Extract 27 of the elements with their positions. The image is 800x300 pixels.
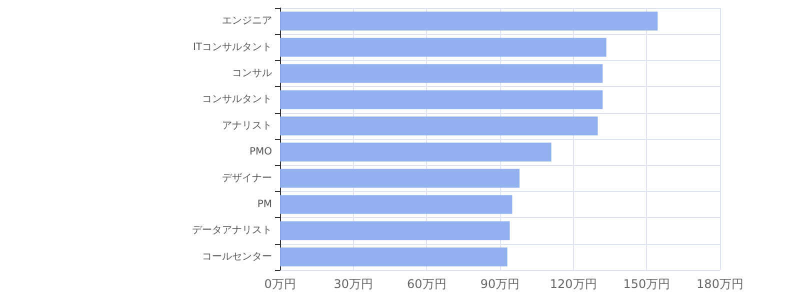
bar — [280, 247, 508, 266]
bar — [280, 38, 606, 57]
y-tick-label: エンジニア — [222, 16, 272, 27]
bar — [280, 116, 598, 136]
bar — [280, 195, 512, 214]
y-tick-label: アナリスト — [222, 120, 272, 132]
y-tick-label: PM — [257, 199, 272, 210]
bar — [280, 221, 510, 240]
bar — [280, 142, 552, 162]
y-tick-label: ITコンサルタント — [192, 42, 272, 53]
y-tick-label: コンサル — [232, 68, 272, 79]
x-tick-label: 90万円 — [480, 277, 520, 291]
bar — [280, 64, 603, 83]
y-tick-label: PMO — [249, 146, 272, 158]
x-tick-label: 150万円 — [623, 277, 670, 291]
x-tick-label: 120万円 — [550, 277, 597, 291]
bar — [280, 90, 603, 110]
y-tick-label: コンサルタント — [202, 94, 272, 106]
bar — [280, 168, 520, 188]
bar — [280, 12, 658, 31]
y-tick-label: データアナリスト — [192, 225, 272, 236]
y-tick-label: コールセンター — [202, 251, 272, 262]
x-tick-label: 180万円 — [696, 277, 744, 291]
y-tick-label: デザイナー — [222, 172, 272, 184]
x-tick-label: 0万円 — [264, 277, 296, 291]
x-tick-label: 30万円 — [334, 277, 373, 291]
x-tick-label: 60万円 — [407, 277, 446, 291]
